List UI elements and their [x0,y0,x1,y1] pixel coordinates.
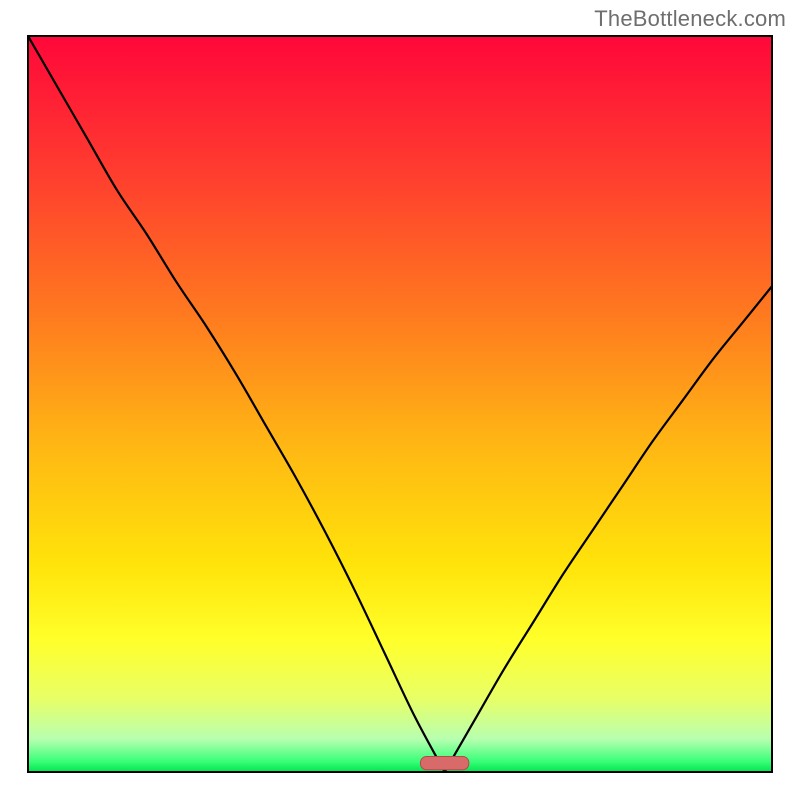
optimum-marker [420,757,468,770]
stage: TheBottleneck.com [0,0,800,800]
bottleneck-chart [0,0,800,800]
gradient-background [28,36,772,772]
